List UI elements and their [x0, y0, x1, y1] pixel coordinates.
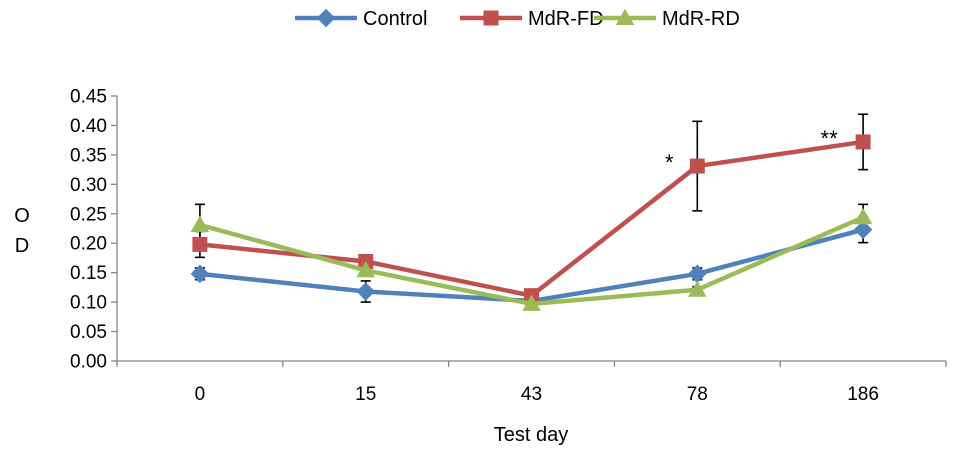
y-tick-label: 0.40: [70, 116, 107, 137]
y-tick-label: 0.20: [70, 234, 107, 255]
data-point-control: [356, 282, 375, 301]
x-tick-label: 43: [521, 384, 542, 405]
data-point-control: [853, 220, 873, 239]
legend-marker: [615, 8, 635, 25]
legend-item-mdr-fd: MdR-FD: [460, 8, 604, 30]
y-tick-label: 0.10: [70, 293, 107, 314]
legend-item-mdr-rd: MdR-RD: [594, 8, 740, 30]
x-axis-title: Test day: [494, 424, 568, 446]
y-axis-title: OD: [14, 205, 30, 257]
legend-label: MdR-RD: [662, 8, 740, 30]
data-point-mdr-rd: [522, 294, 541, 311]
significance-annotation: *: [665, 150, 674, 175]
significance-annotation: **: [821, 126, 839, 151]
data-point-mdr-rd: [190, 215, 210, 232]
x-tick-label: 78: [687, 384, 708, 405]
x-tick-label: 186: [847, 384, 879, 405]
legend-marker: [483, 10, 499, 26]
x-tick-label: 15: [355, 384, 376, 405]
y-tick-label: 0.35: [70, 145, 107, 166]
data-point-mdr-rd: [853, 208, 873, 225]
y-axis-title-char: D: [15, 235, 29, 257]
plot-area: 0.00 0.05 0.10 0.15 0.20 0.25 0.30 0.35 0.40 0.45…: [70, 87, 947, 405]
x-tick-label: 0: [195, 384, 206, 405]
data-point-control: [190, 264, 210, 284]
y-axis-title-char: O: [14, 205, 30, 227]
data-point-control: [688, 264, 707, 284]
y-tick-label: 0.25: [70, 204, 107, 225]
y-tick-label: 0.45: [70, 87, 107, 108]
legend-label: MdR-FD: [528, 8, 604, 30]
data-point-mdr-fd: [855, 134, 871, 150]
data-point-mdr-fd: [192, 236, 208, 252]
y-tick-label: 0.00: [70, 352, 107, 373]
data-point-mdr-rd: [356, 261, 375, 278]
y-tick-label: 0.05: [70, 322, 107, 343]
data-point-mdr-fd: [689, 158, 705, 174]
y-tick-label: 0.30: [70, 175, 107, 196]
legend-label: Control: [363, 8, 427, 30]
legend: Control MdR-FD MdR-RD: [295, 8, 740, 30]
data-point-mdr-rd: [688, 280, 707, 297]
y-tick-label: 0.15: [70, 263, 107, 284]
legend-marker: [316, 8, 336, 28]
series-line-mdr-fd: [199, 139, 864, 298]
legend-item-control: Control: [295, 8, 427, 30]
